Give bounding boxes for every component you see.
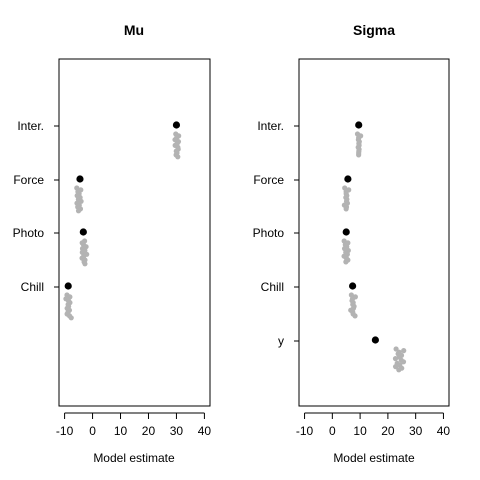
estimate-point <box>349 282 357 290</box>
y-tick-label: Photo <box>13 226 45 240</box>
estimate-point <box>342 228 350 236</box>
x-tick-label: 20 <box>381 424 395 438</box>
replicate-point <box>343 206 349 212</box>
replicate-point <box>82 261 88 267</box>
replicate-point <box>392 356 399 362</box>
estimate-point <box>355 121 363 129</box>
x-tick-label: -10 <box>56 424 74 438</box>
replicate-point <box>175 154 181 160</box>
replicate-point <box>352 313 358 319</box>
x-tick-label: 20 <box>142 424 156 438</box>
y-tick-label: Chill <box>261 280 284 294</box>
panel-title: Sigma <box>353 22 395 38</box>
replicate-point <box>68 315 74 321</box>
x-tick-label: 30 <box>170 424 184 438</box>
estimate-point <box>76 175 84 183</box>
replicate-point <box>75 208 82 214</box>
x-tick-label: 40 <box>198 424 212 438</box>
x-axis-label: Model estimate <box>333 451 415 465</box>
replicate-point <box>400 359 407 365</box>
estimate-point <box>371 336 379 344</box>
replicate-point <box>343 259 349 265</box>
y-tick-label: Chill <box>21 280 44 294</box>
y-tick-label: y <box>278 334 284 348</box>
y-tick-label: Force <box>253 173 284 187</box>
replicate-point <box>356 152 362 158</box>
x-tick-label: 10 <box>353 424 367 438</box>
replicate-point <box>396 367 402 373</box>
plot-frame <box>298 58 450 407</box>
y-tick-label: Inter. <box>257 119 284 133</box>
panel-sigma: Sigma Model estimate -10 0 10 20 30 40 Inter. F… <box>253 22 451 465</box>
replicate-point <box>401 348 407 354</box>
panel-title: Mu <box>124 22 144 38</box>
y-tick-label: Force <box>13 173 44 187</box>
panel-mu: Mu Model estimate -10 0 10 20 30 40 Inter. Forc… <box>13 22 212 465</box>
replicate-point <box>393 346 399 352</box>
estimate-point <box>64 282 72 290</box>
x-axis-label: Model estimate <box>93 451 175 465</box>
x-tick-label: 0 <box>329 424 336 438</box>
x-tick-label: 30 <box>409 424 423 438</box>
y-tick-label: Inter. <box>17 119 44 133</box>
estimate-point <box>172 121 181 129</box>
x-tick-label: 10 <box>114 424 128 438</box>
x-tick-label: 40 <box>437 424 451 438</box>
y-tick-label: Photo <box>253 226 285 240</box>
x-tick-label: 0 <box>89 424 96 438</box>
replicate-point <box>392 364 399 370</box>
estimate-point <box>79 228 87 236</box>
estimate-point <box>344 175 352 183</box>
x-tick-label: -10 <box>296 424 314 438</box>
